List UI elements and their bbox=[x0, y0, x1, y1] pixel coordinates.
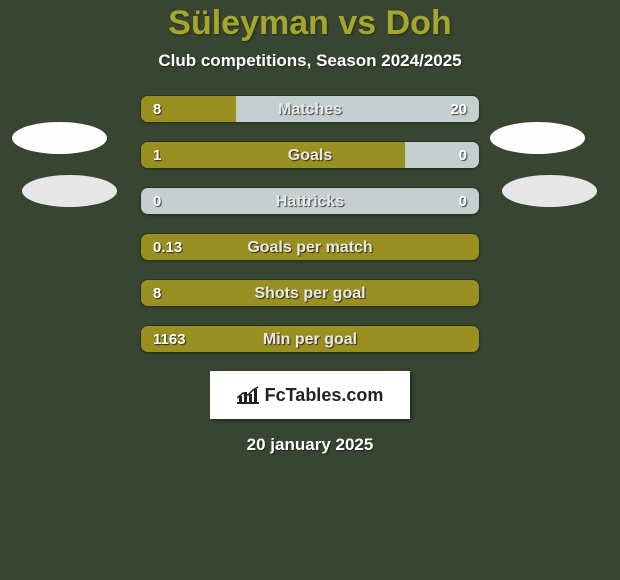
team-logo-right-1 bbox=[490, 122, 585, 154]
stat-label: Matches bbox=[141, 96, 479, 122]
stat-bar: 1163Min per goal bbox=[140, 325, 480, 353]
team-logo-left-2 bbox=[22, 175, 117, 207]
comparison-card: Süleyman vs Doh Club competitions, Seaso… bbox=[0, 0, 620, 580]
stat-bar: 0.13Goals per match bbox=[140, 233, 480, 261]
stat-label: Shots per goal bbox=[141, 280, 479, 306]
date-label: 20 january 2025 bbox=[0, 435, 620, 455]
team-logo-left-1 bbox=[12, 122, 107, 154]
stat-label: Goals per match bbox=[141, 234, 479, 260]
stat-bar: 8Shots per goal bbox=[140, 279, 480, 307]
stat-bar: 820Matches bbox=[140, 95, 480, 123]
comparison-bars: 820Matches 10Goals 00Hattricks 0.13Goals pe… bbox=[140, 95, 480, 353]
stat-label: Goals bbox=[141, 142, 479, 168]
player2-name: Doh bbox=[386, 4, 452, 42]
page-title: Süleyman vs Doh bbox=[0, 4, 620, 43]
stat-label: Hattricks bbox=[141, 188, 479, 214]
stat-label: Min per goal bbox=[141, 326, 479, 352]
team-logo-right-2 bbox=[502, 175, 597, 207]
stat-bar: 10Goals bbox=[140, 141, 480, 169]
player1-name: Süleyman bbox=[168, 4, 329, 42]
watermark-text: FcTables.com bbox=[265, 385, 384, 406]
vs-text: vs bbox=[338, 4, 376, 42]
watermark: FcTables.com bbox=[210, 371, 410, 419]
stat-bar: 00Hattricks bbox=[140, 187, 480, 215]
subtitle: Club competitions, Season 2024/2025 bbox=[0, 51, 620, 71]
chart-icon bbox=[237, 386, 259, 404]
